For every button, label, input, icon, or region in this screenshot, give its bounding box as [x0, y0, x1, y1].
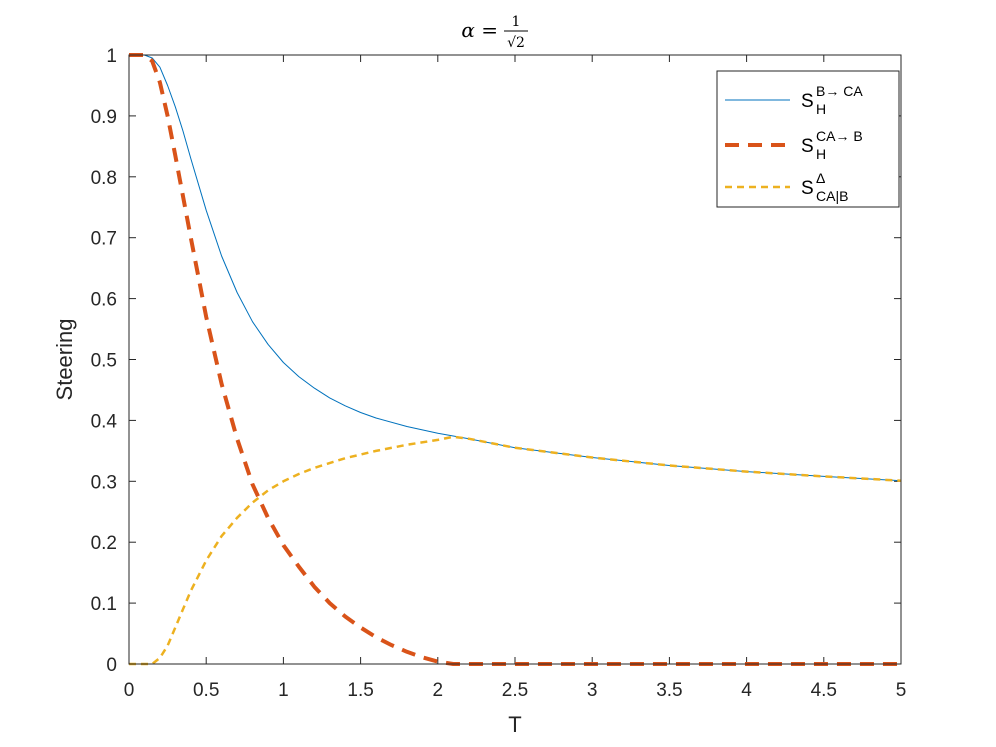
y-tick-labels: 0 0.1 0.2 0.3 0.4 0.5 0.6 0.7 0.8 0.9 1 — [91, 46, 118, 676]
x-tick-label: 0 — [124, 680, 135, 701]
y-tick-label: 0.2 — [91, 533, 117, 554]
x-tick-label: 2.5 — [502, 680, 528, 701]
chart-title: α = 1 √2 — [461, 14, 528, 51]
y-tick-label: 0.5 — [91, 351, 117, 372]
y-tick-label: 0.6 — [91, 290, 117, 311]
x-tick-label: 5 — [896, 680, 907, 701]
x-tick-label: 2 — [433, 680, 444, 701]
x-tick-label: 1.5 — [347, 680, 373, 701]
legend-label-sub-2: H — [816, 146, 826, 162]
x-tick-label: 3.5 — [656, 680, 682, 701]
legend-label-base-2: S — [801, 136, 814, 157]
y-tick-label: 0.7 — [91, 229, 117, 250]
y-axis-label: Steering — [52, 319, 77, 401]
legend-label-sup-3: Δ — [816, 170, 825, 186]
series-lines — [129, 53, 902, 666]
series-line-3 — [129, 435, 902, 666]
x-axis-label: T — [508, 712, 521, 737]
y-tick-label: 0.4 — [91, 411, 118, 432]
y-tick-label: 0.3 — [91, 472, 117, 493]
plot-frame — [128, 54, 902, 665]
legend-box — [716, 70, 900, 208]
legend-label-sub-1: H — [816, 101, 826, 117]
title-lhs: α = — [461, 18, 498, 42]
y-tick-label: 1 — [106, 46, 117, 67]
x-tick-label: 4 — [741, 680, 752, 701]
y-tick-label: 0.9 — [91, 107, 117, 128]
x-tick-label: 0.5 — [193, 680, 219, 701]
title-denominator: √2 — [507, 35, 525, 51]
x-tick-label: 4.5 — [811, 680, 837, 701]
legend-label-sup-2: CA→ B — [816, 128, 863, 144]
legend-label-base-1: S — [801, 91, 814, 112]
y-tick-label: 0.8 — [91, 168, 117, 189]
x-tick-labels: 0 0.5 1 1.5 2 2.5 3 3.5 4 4.5 5 — [124, 680, 907, 701]
legend-label-base-3: S — [801, 178, 814, 199]
series-line-2 — [129, 53, 901, 666]
legend-label-sup-1: B→ CA — [816, 83, 863, 99]
x-tick-label: 1 — [278, 680, 289, 701]
title-numerator: 1 — [512, 14, 521, 30]
x-tick-label: 3 — [587, 680, 598, 701]
y-tick-label: 0 — [106, 655, 117, 676]
legend-label-sub-3: CA|B — [816, 188, 848, 204]
y-tick-label: 0.1 — [91, 594, 117, 615]
